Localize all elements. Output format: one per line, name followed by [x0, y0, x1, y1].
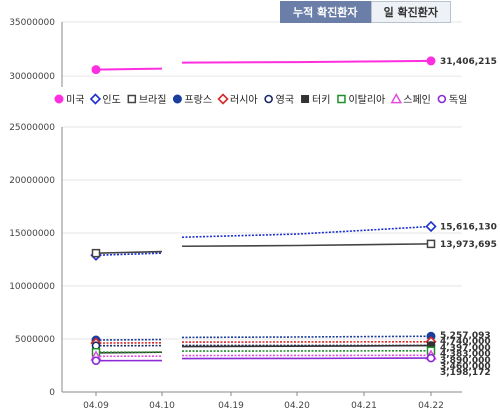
x-tick-label: 04.19: [218, 401, 244, 411]
tab-bar: 누적 확진환자 일 확진환자: [280, 1, 451, 23]
legend-marker: [54, 94, 64, 104]
series-line-1-b: [181, 59, 432, 64]
end-value-label: 4,383,000: [440, 350, 491, 360]
series-line-10-b: [181, 357, 432, 360]
legend-marker: [437, 94, 447, 104]
end-value-label: 13,973,695: [440, 240, 497, 250]
tab-cumulative-cases[interactable]: 누적 확진환자: [280, 1, 371, 23]
legend-item-7: 터키: [301, 94, 330, 106]
series-marker-1-end: [426, 56, 436, 66]
legend-item-10: 독일: [437, 94, 467, 106]
legend-label: 인도: [102, 94, 120, 106]
series-marker-10-start: [91, 356, 101, 366]
series-line-3-b: [181, 243, 432, 248]
legend-item-2: 인도: [89, 93, 121, 106]
legend-label: 미국: [66, 94, 84, 106]
tab-daily-cases[interactable]: 일 확진환자: [370, 1, 451, 23]
upper-y-tick-label: 30000000: [9, 72, 55, 82]
series-line-4-a: [95, 338, 163, 341]
series-marker-1-start: [91, 65, 101, 75]
legend-label: 독일: [449, 94, 467, 106]
end-value-label: 31,406,215: [440, 57, 497, 67]
end-value-label: 15,616,130: [440, 222, 497, 232]
legend-marker: [390, 92, 403, 104]
legend-label: 러시아: [230, 94, 258, 106]
legend-marker: [264, 94, 273, 104]
upper-y-tick-label: 35000000: [9, 18, 55, 28]
legend-marker: [172, 94, 182, 104]
series-line-3-a: [95, 250, 163, 254]
legend-item-1: 미국: [54, 94, 84, 106]
series-line-2-b: [181, 225, 432, 239]
legend-marker: [89, 93, 102, 105]
legend-label: 프랑스: [184, 94, 212, 106]
lower-y-tick-label: 10000000: [9, 282, 55, 292]
series-marker-3-end: [426, 239, 436, 249]
legend-label: 터키: [312, 94, 330, 106]
series-marker-10-end: [426, 353, 436, 363]
legend-item-3: 브라질: [127, 94, 167, 106]
lower-y-tick-label: 20000000: [9, 176, 55, 186]
end-value-label: 3,198,172: [440, 368, 491, 378]
legend-marker: [127, 94, 137, 104]
series-line-2-a: [95, 252, 163, 257]
lower-y-tick-label: 5000000: [15, 335, 55, 345]
series-line-4-b: [181, 335, 432, 339]
x-tick-label: 04.22: [418, 401, 444, 411]
x-tick-label: 04.10: [149, 401, 175, 411]
legend-label: 스페인: [403, 94, 431, 106]
series-line-7-b: [181, 344, 432, 348]
end-value-label: 3,460,000: [440, 362, 491, 372]
legend-label: 브라질: [139, 94, 167, 106]
legend-marker: [217, 93, 229, 105]
series-line-1-a: [95, 67, 163, 71]
series-marker-3-start: [91, 248, 101, 258]
legend-item-9: 스페인: [390, 92, 431, 106]
legend-marker: [301, 95, 310, 103]
legend-item-4: 프랑스: [172, 94, 212, 106]
end-value-label: 4,740,000: [440, 337, 491, 347]
legend-item-6: 영국: [264, 94, 294, 106]
end-value-label: 3,890,000: [440, 356, 491, 366]
end-value-label: 5,257,093: [440, 331, 491, 341]
end-value-label: 4,397,000: [440, 343, 491, 353]
legend-marker: [337, 94, 346, 104]
lower-y-tick-label: 25000000: [9, 123, 55, 133]
legend-label: 이탈리아: [348, 93, 385, 106]
lower-y-tick-label: 0: [49, 388, 55, 398]
x-tick-label: 04.20: [284, 401, 310, 411]
legend-item-8: 이탈리아: [337, 93, 385, 106]
x-tick-label: 04.21: [351, 401, 377, 411]
legend-label: 영국: [276, 94, 294, 106]
legend-item-5: 러시아: [217, 93, 258, 106]
lower-y-tick-label: 15000000: [9, 229, 55, 239]
series-marker-2-end: [425, 220, 437, 233]
x-tick-label: 04.09: [83, 401, 109, 411]
